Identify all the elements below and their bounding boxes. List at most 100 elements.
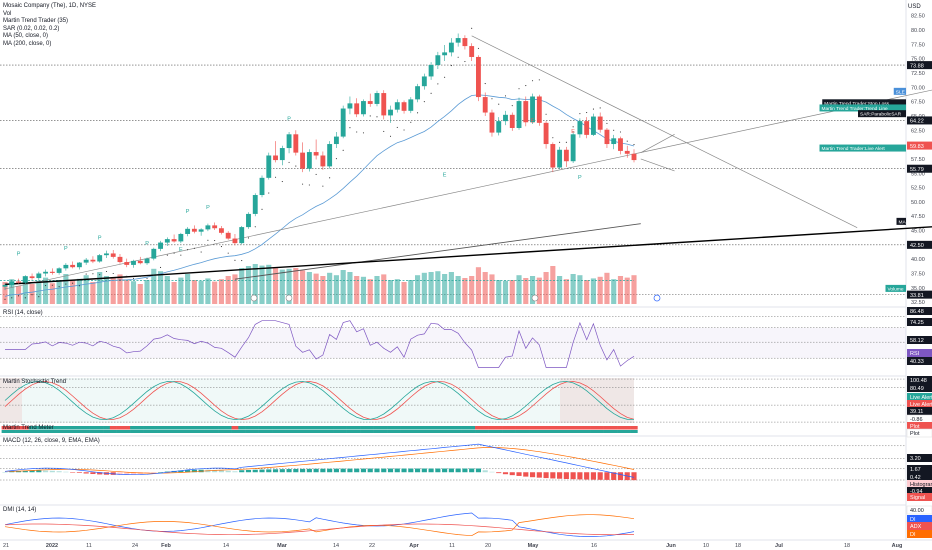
trend-meter-cell	[353, 426, 361, 430]
macd-hist-bar	[63, 471, 69, 473]
macd-hist-bar	[130, 472, 137, 475]
dmi-badge-1: DI	[910, 517, 916, 523]
candle-body	[43, 271, 49, 274]
sar-dot	[193, 247, 195, 249]
macd-hist-bar	[2, 472, 8, 473]
volume-bar	[43, 277, 49, 304]
legend-trend-trader[interactable]: Martin Trend Trader (35)	[3, 18, 69, 25]
legend-sar[interactable]: SAR (0.02, 0.02, 0.2)	[3, 25, 60, 32]
macd-hist-bar	[293, 468, 299, 473]
macd-hist-bar	[252, 469, 258, 473]
candle-body	[421, 76, 427, 87]
macd-hist-bar	[185, 470, 191, 473]
trend-meter-cell	[508, 426, 516, 430]
trend-meter-cell	[76, 426, 84, 430]
legend-ma200[interactable]: MA (200, close, 0)	[3, 40, 52, 47]
trend-meter-label[interactable]: Martin Trend Meter	[3, 425, 54, 431]
volume-bar	[496, 280, 502, 304]
macd-pane-label[interactable]: MACD (12, 26, close, 9, EMA, EMA)	[3, 438, 100, 444]
price-tick-label-10: 57.50	[911, 157, 925, 163]
price-badge-2: 59.83	[910, 144, 924, 150]
trend-meter-cell-2	[177, 430, 185, 433]
trend-meter-cell	[69, 426, 77, 430]
sar-dot	[112, 272, 114, 275]
macd-hist-bar	[164, 471, 170, 473]
volume-bar	[584, 280, 590, 304]
volume-bar	[442, 274, 448, 304]
volume-bar	[347, 272, 353, 304]
candle-body	[293, 134, 299, 153]
candle-body	[428, 64, 434, 77]
time-tick-label-15: 10	[703, 543, 709, 549]
trend-meter-cell-2	[224, 430, 232, 433]
candle-body	[333, 136, 339, 145]
sar-dot	[572, 126, 574, 128]
macd-hist-bar	[340, 468, 346, 473]
candle-body	[306, 152, 312, 169]
candle-body	[408, 99, 414, 111]
dmi-badge-3-bg	[907, 530, 932, 538]
sar-dot	[369, 115, 371, 117]
macd-hist-bar	[272, 469, 279, 473]
sar-dot	[24, 297, 26, 299]
candle-body	[273, 155, 278, 161]
macd-hist-bar	[43, 470, 49, 473]
trend-meter-cell-2	[272, 430, 280, 433]
stoch-pane-label[interactable]: Martin Stochastic Trend	[3, 379, 67, 385]
sar-dot	[146, 277, 148, 279]
macd-hist-bar	[320, 468, 326, 473]
price-tick-label-1: 80.00	[911, 28, 925, 34]
trend-meter-cell-2	[130, 430, 138, 433]
sar-dot	[491, 98, 493, 100]
volume-bar	[225, 276, 231, 304]
dmi-pane-label[interactable]: DMI (14, 14)	[3, 507, 37, 513]
trend-meter-cell-2	[305, 430, 314, 433]
sar-dot	[160, 266, 162, 269]
sar-dot	[565, 141, 567, 143]
trend-meter-cell-2	[292, 430, 300, 433]
candle-body	[76, 262, 82, 268]
trend-meter-cell-2	[407, 430, 415, 433]
time-tick-label-11: 20	[485, 543, 491, 549]
volume-bar	[293, 268, 299, 304]
rsi-pane-label[interactable]: RSI (14, close)	[3, 310, 43, 316]
rsi-badge-3-bg	[907, 349, 932, 357]
rsi-badge-3: RSI	[910, 351, 920, 357]
stoch-badge-6: Plot	[910, 424, 920, 430]
trend-meter-cell-2	[21, 430, 29, 433]
trend-meter-cell	[82, 426, 90, 430]
stoch-bg-bear-1	[0, 378, 22, 423]
trend-meter-cell	[515, 426, 523, 430]
candle-body	[56, 268, 62, 273]
trend-meter-cell	[116, 426, 124, 430]
dmi-badge-0: 40.00	[910, 508, 924, 514]
rsi-badge-1-bg	[907, 318, 932, 326]
trend-meter-cell-2	[576, 430, 584, 433]
volume-bar	[157, 271, 164, 304]
rsi-badge-0: 86.48	[910, 309, 924, 315]
price-tag-bg-4	[819, 144, 906, 152]
macd-hist-bar	[435, 468, 441, 473]
price-tick-label-19: 35.00	[911, 286, 925, 292]
volume-bar	[124, 280, 130, 304]
chart-legend: Mosaic Company (The), 1D, NYSE Vol Marti…	[3, 3, 96, 49]
trend-meter-cell	[576, 426, 584, 430]
time-tick-label-14: Jun	[666, 543, 676, 549]
candle-body	[97, 255, 103, 262]
trend-meter-cell-2	[116, 430, 124, 433]
trend-meter-cell-2	[35, 430, 43, 433]
volume-bar	[137, 284, 143, 304]
legend-ma50[interactable]: MA (50, close, 0)	[3, 33, 49, 40]
stoch-badge-0-bg	[907, 376, 932, 384]
candle-body	[266, 155, 272, 178]
trend-meter-cell	[21, 426, 29, 430]
sar-dot	[362, 132, 365, 134]
macd-hist-bar	[475, 468, 482, 473]
volume-bar	[239, 268, 245, 304]
legend-vol[interactable]: Vol	[3, 10, 12, 17]
time-tick-label-6: Mar	[277, 543, 288, 549]
event-marker-1	[285, 294, 293, 302]
trend-meter-cell-2	[360, 430, 368, 433]
trend-meter-cell	[556, 426, 564, 430]
